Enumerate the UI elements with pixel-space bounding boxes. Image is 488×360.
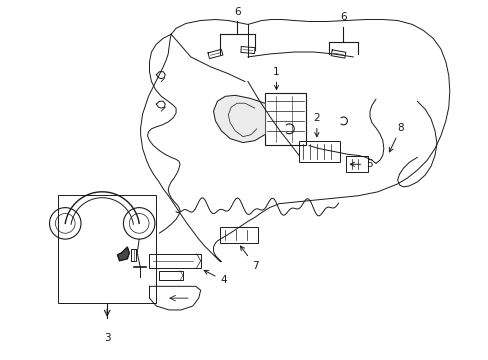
Polygon shape <box>117 247 129 261</box>
Bar <box>299 141 340 162</box>
Bar <box>149 254 200 267</box>
Bar <box>159 271 183 280</box>
Text: 6: 6 <box>340 13 346 22</box>
Text: 5: 5 <box>349 159 372 169</box>
Bar <box>346 156 367 172</box>
Text: 3: 3 <box>103 333 110 343</box>
Bar <box>220 227 257 243</box>
Text: 1: 1 <box>273 67 279 90</box>
Bar <box>58 195 156 303</box>
Bar <box>131 249 136 261</box>
Text: 6: 6 <box>233 6 240 17</box>
Text: 8: 8 <box>388 123 404 152</box>
Text: 2: 2 <box>313 113 320 137</box>
Text: 7: 7 <box>240 246 258 271</box>
Text: 4: 4 <box>203 270 226 285</box>
Bar <box>264 93 305 145</box>
Polygon shape <box>213 95 264 143</box>
